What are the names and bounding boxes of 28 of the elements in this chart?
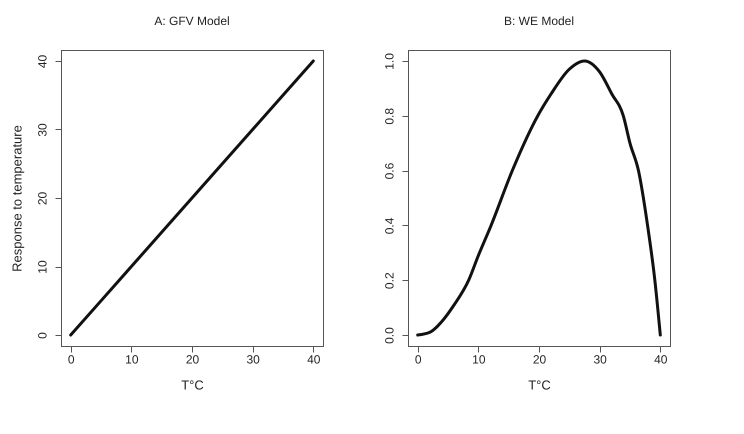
y-tick-label: 0.6 <box>382 162 396 180</box>
x-tick-label: 20 <box>532 352 546 366</box>
x-tick-label: 20 <box>186 352 200 366</box>
y-tick-label: 20 <box>36 192 50 206</box>
y-tick-label: 0 <box>36 332 50 339</box>
y-tick-label: 40 <box>36 54 50 68</box>
x-tick-label: 40 <box>307 352 321 366</box>
y-tick-label: 1.0 <box>382 52 396 70</box>
x-tick-label: 40 <box>654 352 668 366</box>
x-axis-title: T°C <box>181 378 204 392</box>
x-tick-label: 0 <box>68 352 75 366</box>
line-series <box>416 59 662 337</box>
x-tick-label: 0 <box>414 352 422 366</box>
y-tick-label: 10 <box>36 260 50 274</box>
y-tick-label: 0.2 <box>382 272 396 290</box>
chart-title: B: WE Model <box>504 14 574 28</box>
y-tick-label: 0.4 <box>382 217 396 234</box>
y-axis-title: Response to temperature <box>10 125 24 272</box>
y-tick-label: 0.8 <box>382 108 396 125</box>
x-axis-title: T°C <box>528 378 551 392</box>
x-tick-label: 10 <box>472 352 486 366</box>
x-tick-label: 30 <box>246 352 260 366</box>
x-tick-label: 10 <box>125 352 139 366</box>
line-series <box>69 59 315 337</box>
chart-title: A: GFV Model <box>154 14 230 28</box>
y-tick-label: 0.0 <box>382 326 396 344</box>
x-tick-label: 30 <box>593 352 608 366</box>
y-tick-label: 30 <box>36 122 50 137</box>
